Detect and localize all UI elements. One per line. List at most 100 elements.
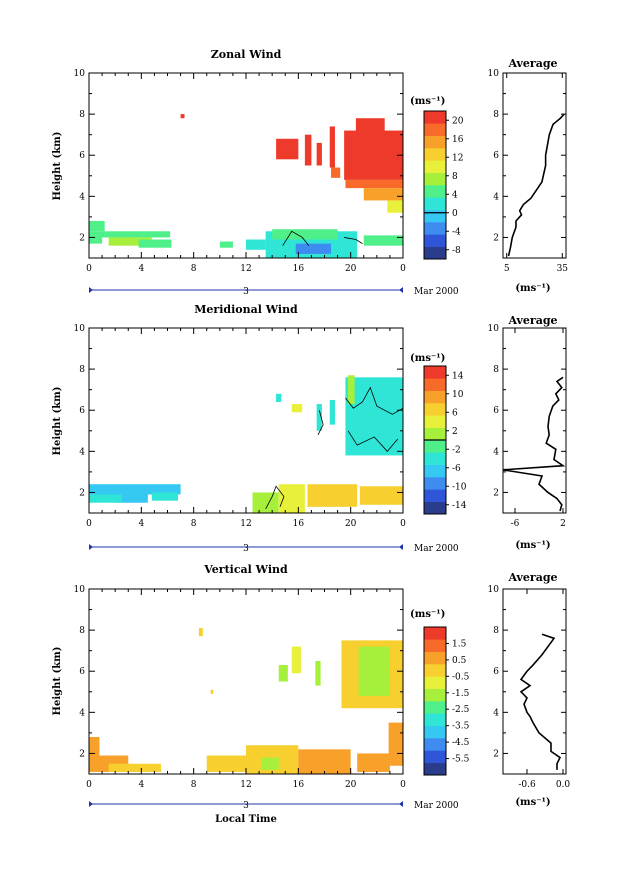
meridional-colorbar-tick-label: -10 [452, 482, 467, 492]
meridional-colorbar-tick-label: -2 [452, 445, 461, 455]
meridional-wind-cell [115, 492, 148, 503]
zonal-colorbar-tick-label: 12 [452, 153, 463, 163]
zonal-wind-cell [329, 126, 335, 168]
vertical-colorbar-frame [423, 626, 447, 776]
zonal-colorbar-tick-label: 20 [452, 116, 464, 126]
meridional-wind-cell [307, 484, 358, 507]
meridional-colorbar-segment [424, 440, 446, 453]
vertical-profile-y-tick-label: 8 [493, 626, 499, 636]
vertical-colorbar-tick-label: -5.5 [452, 755, 470, 765]
meridional-y-tick-label: 6 [79, 406, 85, 416]
vertical-x-tick-label: 0 [400, 780, 406, 790]
zonal-wind-cell [138, 239, 172, 248]
meridional-colorbar-tick-label: -6 [452, 464, 461, 474]
vertical-colorbar-tick-label: -3.5 [452, 722, 470, 732]
zonal-colorbar-tick-label: -4 [452, 227, 461, 237]
zonal-wind-cell [363, 188, 403, 201]
vertical-wind-title: Vertical Wind [203, 563, 288, 576]
vertical-colorbar-tick-label: 1.5 [452, 639, 467, 649]
meridional-profile-y-tick-label: 6 [493, 406, 499, 416]
zonal-colorbar-segment [424, 160, 446, 173]
meridional-colorbar-segment [424, 415, 446, 428]
vertical-x-tick-label: 12 [240, 780, 251, 790]
meridional-colorbar-segment [424, 452, 446, 465]
meridional-x-tick-label: 0 [400, 519, 406, 529]
zonal-x-tick-label: 4 [138, 264, 144, 274]
meridional-colorbar-segment [424, 477, 446, 490]
meridional-colorbar-segment [424, 403, 446, 416]
vertical-wind-cell [358, 646, 390, 696]
meridional-zero-contour [265, 485, 285, 510]
meridional-profile-y-tick-label: 10 [488, 324, 500, 334]
vertical-wind-cell [89, 737, 100, 756]
meridional-zero-contour [345, 386, 403, 415]
meridional-wind-title: Meridional Wind [194, 303, 298, 316]
zonal-colorbar-frame [423, 110, 447, 260]
meridional-y-tick-label: 8 [79, 365, 85, 375]
vertical-profile-y-tick-label: 6 [493, 667, 499, 677]
vertical-y-tick-label: 4 [79, 708, 85, 718]
zonal-colorbar-segment [424, 123, 446, 136]
zonal-wind-cell [108, 237, 152, 246]
vertical-wind-cell [315, 660, 321, 686]
meridional-wind-cell [316, 404, 322, 431]
meridional-date-bar: 3 Mar 2000 [89, 544, 459, 554]
vertical-y-tick-label: 2 [79, 749, 85, 759]
meridional-x-tick-label: 16 [293, 519, 305, 529]
vertical-x-tick-label: 8 [191, 780, 197, 790]
local-time-xlabel: Local Time [215, 814, 277, 825]
zonal-colorbar-segment [424, 246, 446, 260]
meridional-wind-cell [151, 492, 178, 501]
vertical-colorbar-segment [424, 750, 446, 763]
vertical-wind-cell [388, 722, 403, 766]
meridional-average-profile: 2 4 6 8 10 -6 2 [488, 324, 567, 529]
vertical-profile-frame [502, 588, 567, 775]
zonal-wind-ylabel: Height (km) [52, 132, 63, 201]
vertical-colorbar-segment [424, 627, 446, 640]
vertical-x-tick-label: 4 [138, 780, 144, 790]
meridional-wind-cell [89, 484, 181, 495]
zonal-y-tick-label: 4 [79, 192, 85, 202]
meridional-colorbar-tick-label: 10 [452, 390, 464, 400]
meridional-date-month: Mar 2000 [414, 544, 459, 554]
vertical-profile-y-tick-label: 10 [488, 585, 500, 595]
vertical-x-tick-label: 16 [293, 780, 305, 790]
zonal-y-tick-label: 2 [79, 233, 85, 243]
vertical-colorbar-segment [424, 688, 446, 702]
vertical-date-bar: 3 Mar 2000 [89, 801, 459, 811]
vertical-average-profile: 2 4 6 8 10 -0.6 0.0 [488, 585, 571, 790]
zonal-colorbar-tick-label: 4 [452, 190, 458, 200]
zonal-wind-heatmap: 0 4 8 12 16 20 0 2 4 6 8 10 [74, 69, 407, 274]
meridional-profile-y-tick-label: 2 [493, 488, 499, 498]
zonal-wind-cell [89, 221, 105, 232]
vertical-colorbar-segment [424, 676, 446, 689]
zonal-colorbar-segment [424, 172, 446, 186]
meridional-profile-x-tick-label: 2 [560, 519, 566, 529]
zonal-zero-contour [282, 230, 310, 246]
zonal-x-tick-label: 20 [345, 264, 357, 274]
meridional-wind-cell [276, 393, 282, 402]
zonal-y-tick-label: 8 [79, 110, 85, 120]
zonal-x-tick-label: 12 [240, 264, 251, 274]
zonal-profile-y-tick-label: 2 [493, 233, 499, 243]
meridional-colorbar-unit: (ms⁻¹) [410, 353, 445, 364]
vertical-colorbar-segment [424, 701, 446, 714]
zonal-colorbar-segment [424, 222, 446, 235]
zonal-average-profile: 2 4 6 8 10 5 35 [488, 69, 569, 274]
meridional-colorbar-segment [424, 366, 446, 379]
zonal-wind-cell [355, 118, 385, 176]
zonal-average-unit: (ms⁻¹) [515, 283, 550, 294]
vertical-average-unit: (ms⁻¹) [515, 797, 550, 808]
zonal-colorbar-segment [424, 197, 446, 210]
vertical-colorbar-segment [424, 762, 446, 776]
meridional-y-tick-label: 10 [74, 324, 86, 334]
meridional-x-tick-label: 4 [138, 519, 144, 529]
vertical-wind-cell [108, 763, 161, 772]
vertical-wind-panel: Vertical Wind 0 4 8 12 16 20 0 2 4 6 8 10 Height (k… [52, 563, 570, 825]
vertical-wind-cell [291, 646, 301, 674]
zonal-profile-frame [502, 72, 567, 259]
zonal-colorbar-tick-label: 16 [452, 135, 464, 145]
vertical-colorbar-unit: (ms⁻¹) [410, 609, 445, 620]
vertical-colorbar-tick-label: -0.5 [452, 672, 470, 682]
vertical-colorbar-segment [424, 725, 446, 739]
